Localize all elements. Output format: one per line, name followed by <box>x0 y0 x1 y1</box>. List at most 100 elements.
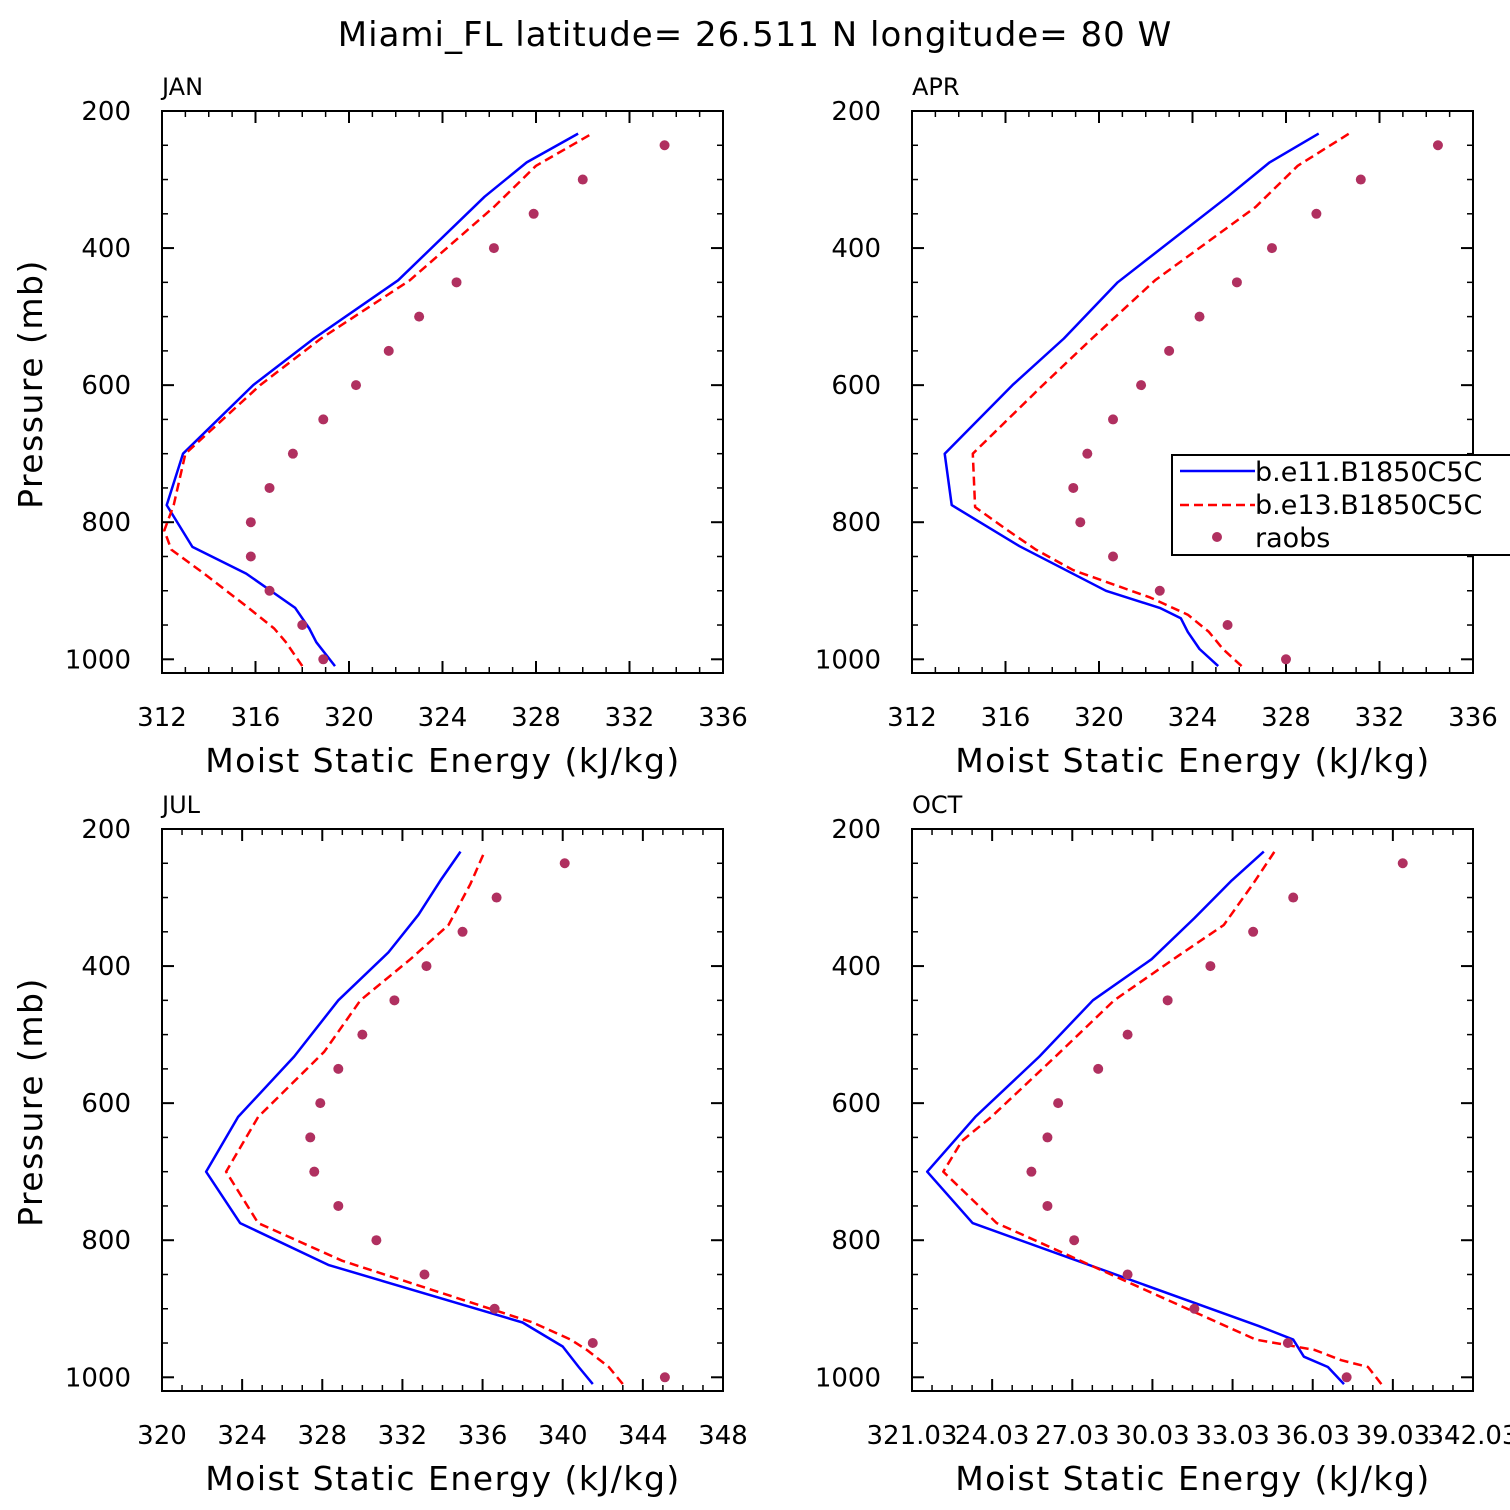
x-tick-label: 340 <box>538 1421 588 1451</box>
raobs-point <box>333 1200 344 1211</box>
raobs-point <box>1068 482 1079 493</box>
x-tick-label: 348 <box>698 1421 748 1451</box>
y-tick-label: 600 <box>831 1089 881 1119</box>
x-tick-label: 332 <box>605 703 655 733</box>
raobs-point <box>1311 208 1322 219</box>
x-tick-label: 316 <box>981 703 1031 733</box>
panel-title-apr: APR <box>912 73 960 101</box>
x-tick-label: 324 <box>1168 703 1218 733</box>
series-line-b-e13-apr <box>971 132 1350 668</box>
raobs-point <box>1082 448 1093 459</box>
legend: b.e11.B1850C5C b.e13.B1850C5C raobs <box>1171 454 1510 556</box>
raobs-point <box>1069 1235 1080 1246</box>
y-axis-label-jan: Pressure (mb) <box>11 259 50 509</box>
raobs-point <box>264 585 275 596</box>
panel-title-oct: OCT <box>912 791 963 819</box>
raobs-point <box>1189 1303 1200 1314</box>
x-tick-label: 328 <box>297 1421 347 1451</box>
y-tick-label: 400 <box>81 234 131 264</box>
raobs-point <box>419 1269 430 1280</box>
x-tick-label: 320 <box>137 1421 187 1451</box>
raobs-point <box>1122 1029 1133 1040</box>
x-tick-label: 24.03 <box>955 1421 1029 1451</box>
x-axis-label-apr: Moist Static Energy (kJ/kg) <box>955 741 1431 780</box>
panel-title-jan: JAN <box>160 73 203 101</box>
legend-swatch-raobs <box>1212 532 1222 542</box>
x-tick-label: 336 <box>698 703 748 733</box>
y-tick-label: 800 <box>831 1226 881 1256</box>
raobs-point <box>371 1235 382 1246</box>
x-axis-label-jul: Moist Static Energy (kJ/kg) <box>205 1459 681 1498</box>
y-tick-label: 600 <box>81 371 131 401</box>
series-line-b-e11-oct <box>925 850 1345 1385</box>
y-tick-label: 1000 <box>815 645 881 675</box>
x-tick-label: 324 <box>418 703 468 733</box>
y-tick-label: 600 <box>81 1089 131 1119</box>
x-tick-label: 328 <box>511 703 561 733</box>
legend-label-b-e11: b.e11.B1850C5C <box>1255 457 1482 488</box>
x-tick-label: 328 <box>1261 703 1311 733</box>
x-tick-label: 320 <box>1074 703 1124 733</box>
raobs-point <box>528 208 539 219</box>
x-tick-label: 36.03 <box>1275 1421 1349 1451</box>
raobs-point <box>1288 892 1299 903</box>
x-tick-label: 344 <box>618 1421 668 1451</box>
raobs-point <box>1075 517 1086 528</box>
panel-oct: OCT Moist Static Energy (kJ/kg) 321.0324… <box>815 791 1510 1498</box>
raobs-point <box>297 620 308 631</box>
raobs-point <box>1432 140 1443 151</box>
series-line-b-e11-apr <box>943 132 1320 668</box>
raobs-point <box>491 892 502 903</box>
raobs-point <box>457 926 468 937</box>
series-line-b-e13-oct <box>942 850 1383 1385</box>
raobs-point <box>264 482 275 493</box>
raobs-point <box>245 551 256 562</box>
y-axis-label-jul: Pressure (mb) <box>11 977 50 1227</box>
raobs-point <box>421 961 432 972</box>
y-tick-label: 400 <box>831 952 881 982</box>
x-tick-label: 312 <box>137 703 187 733</box>
raobs-point <box>333 1063 344 1074</box>
x-tick-label: 342.03 <box>1428 1421 1510 1451</box>
raobs-point <box>318 654 329 665</box>
raobs-point <box>1108 551 1119 562</box>
x-tick-label: 336 <box>458 1421 508 1451</box>
raobs-point <box>1026 1166 1037 1177</box>
raobs-point <box>414 311 425 322</box>
raobs-point <box>389 995 400 1006</box>
y-tick-label: 1000 <box>815 1363 881 1393</box>
x-tick-label: 316 <box>231 703 281 733</box>
raobs-point <box>1042 1200 1053 1211</box>
y-tick-label: 800 <box>81 1226 131 1256</box>
raobs-point <box>1093 1063 1104 1074</box>
raobs-point <box>318 414 329 425</box>
x-tick-label: 312 <box>887 703 937 733</box>
series-line-b-e13-jan <box>163 132 593 667</box>
raobs-point <box>245 517 256 528</box>
raobs-point <box>305 1132 316 1143</box>
x-tick-label: 324 <box>217 1421 267 1451</box>
y-tick-label: 400 <box>81 952 131 982</box>
raobs-point <box>1042 1132 1053 1143</box>
series-line-b-e11-jan <box>165 132 579 667</box>
x-tick-label: 39.03 <box>1356 1421 1430 1451</box>
y-tick-label: 600 <box>831 371 881 401</box>
series-line-b-e11-jul <box>204 850 594 1385</box>
raobs-point <box>1053 1098 1064 1109</box>
raobs-point <box>587 1338 598 1349</box>
raobs-point <box>1266 243 1277 254</box>
raobs-point <box>1136 380 1147 391</box>
raobs-point <box>1205 961 1216 972</box>
raobs-point <box>1355 174 1366 185</box>
raobs-point <box>1154 585 1165 596</box>
x-tick-label: 336 <box>1448 703 1498 733</box>
y-tick-label: 200 <box>831 97 881 127</box>
y-tick-label: 200 <box>81 815 131 845</box>
raobs-point <box>315 1098 326 1109</box>
legend-label-raobs: raobs <box>1255 523 1330 554</box>
raobs-point <box>1194 311 1205 322</box>
legend-label-b-e13: b.e13.B1850C5C <box>1255 490 1482 521</box>
raobs-point <box>1231 277 1242 288</box>
x-tick-label: 320 <box>324 703 374 733</box>
